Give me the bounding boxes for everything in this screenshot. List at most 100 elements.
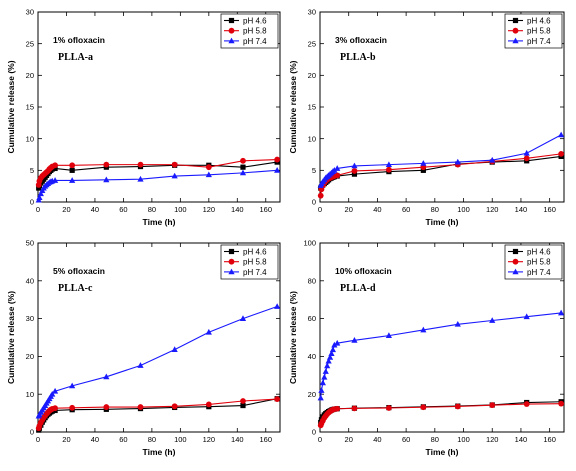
data-point xyxy=(274,303,281,309)
y-tick-label: 5 xyxy=(30,166,34,175)
legend-label: pH 4.6 xyxy=(527,247,551,256)
data-point xyxy=(454,320,461,327)
data-point xyxy=(558,309,565,316)
x-tick-label: 20 xyxy=(62,205,70,214)
data-point xyxy=(171,172,178,179)
data-point xyxy=(103,161,110,168)
y-tick-label: 25 xyxy=(26,39,34,48)
y-tick-label: 10 xyxy=(26,134,34,143)
data-point xyxy=(523,155,530,162)
legend-marker xyxy=(512,27,519,34)
chart-panel-1: 0 5 10 15 20 25 30 0 20 40 60 80 100 120 140 160 Time (h… xyxy=(6,8,281,227)
y-tick-label: 20 xyxy=(308,71,316,80)
y-tick-label: 30 xyxy=(26,8,34,17)
x-tick-label: 40 xyxy=(373,435,381,444)
x-tick-label: 80 xyxy=(431,205,439,214)
data-point xyxy=(274,396,281,403)
legend: pH 4.6 pH 5.8pH 7.4 xyxy=(504,244,563,280)
data-point xyxy=(420,160,427,166)
data-point xyxy=(240,402,246,409)
legend-marker xyxy=(228,17,235,24)
data-point xyxy=(103,176,110,183)
x-tick-label: 100 xyxy=(457,205,470,214)
x-tick-label: 80 xyxy=(148,435,156,444)
chart-panel-4: 0 20 40 60 80 100 0 20 40 60 80 100 120 140 160 Time (h… xyxy=(288,239,565,457)
data-point xyxy=(137,404,144,410)
data-point xyxy=(69,162,76,169)
x-tick-label: 100 xyxy=(174,435,187,444)
data-point xyxy=(69,382,76,389)
y-tick-label: 40 xyxy=(26,276,34,285)
series-line xyxy=(320,312,562,399)
x-tick-label: 140 xyxy=(515,205,528,214)
data-point xyxy=(334,405,341,412)
data-point xyxy=(137,175,144,182)
x-tick-label: 80 xyxy=(431,435,439,444)
x-axis-label: Time (h) xyxy=(426,217,459,227)
chart-panel-3: 0 10 20 30 40 50 0 20 40 60 80 100 120 140 160 Time (h)… xyxy=(6,239,281,457)
data-point xyxy=(523,313,530,320)
series-ph-7_4 xyxy=(317,309,565,401)
data-point xyxy=(385,405,392,411)
data-point xyxy=(69,167,75,173)
y-tick-label: 20 xyxy=(308,390,316,399)
y-tick-label: 0 xyxy=(30,198,34,207)
legend-label: pH 4.6 xyxy=(527,16,551,25)
legend-label: pH 7.4 xyxy=(527,37,551,46)
data-point xyxy=(489,317,496,323)
data-point xyxy=(239,315,247,321)
x-tick-label: 160 xyxy=(260,205,273,214)
series-ph-7_4 xyxy=(35,167,281,203)
x-tick-label: 20 xyxy=(345,205,353,214)
x-tick-label: 60 xyxy=(402,435,410,444)
plot-frame xyxy=(37,242,281,433)
x-tick-label: 100 xyxy=(174,205,187,214)
sample-label: PLLA-d xyxy=(340,283,376,294)
data-point xyxy=(317,192,324,199)
legend-label: pH 7.4 xyxy=(243,268,267,277)
data-point xyxy=(240,164,246,170)
x-tick-label: 160 xyxy=(260,435,273,444)
data-point xyxy=(274,167,281,173)
y-tick-label: 15 xyxy=(308,103,316,112)
x-tick-label: 160 xyxy=(543,205,556,214)
legend-marker xyxy=(512,258,519,265)
data-point xyxy=(240,398,246,404)
y-axis-label: Cumulative release (%) xyxy=(6,291,16,384)
y-tick-label: 5 xyxy=(312,166,316,175)
data-point xyxy=(137,362,144,368)
data-point xyxy=(240,157,246,164)
y-tick-label: 30 xyxy=(308,8,316,17)
legend-label: pH 5.8 xyxy=(243,258,267,267)
legend-label: pH 5.8 xyxy=(527,258,551,267)
y-tick-label: 60 xyxy=(308,314,316,323)
data-point xyxy=(69,404,76,411)
sample-label: PLLA-a xyxy=(58,52,93,63)
legend-label: pH 7.4 xyxy=(243,37,267,46)
chart-panel-2: 0 5 10 15 20 25 30 0 20 40 60 80 100 120 140 160 Time (h… xyxy=(288,8,565,227)
legend-marker xyxy=(512,268,519,275)
series-ph-7_4 xyxy=(317,131,565,188)
data-point xyxy=(51,387,59,394)
data-point xyxy=(171,161,178,168)
data-point xyxy=(137,161,144,168)
data-point xyxy=(328,350,335,356)
drug-loading-annotation: 3% ofloxacin xyxy=(335,35,387,45)
data-point xyxy=(454,158,461,165)
data-point xyxy=(205,164,212,171)
y-axis-label: Cumulative release (%) xyxy=(288,60,298,153)
data-point xyxy=(329,346,337,353)
data-point xyxy=(322,368,329,374)
data-point xyxy=(351,162,358,169)
data-point xyxy=(351,168,358,174)
data-point xyxy=(558,400,565,407)
x-tick-label: 120 xyxy=(486,435,499,444)
x-axis-label: Time (h) xyxy=(143,447,176,457)
data-point xyxy=(523,149,530,156)
x-tick-label: 120 xyxy=(203,205,216,214)
data-point xyxy=(334,165,341,171)
data-point xyxy=(274,156,281,163)
x-tick-label: 120 xyxy=(486,205,499,214)
y-axis-label: Cumulative release (%) xyxy=(6,60,16,153)
